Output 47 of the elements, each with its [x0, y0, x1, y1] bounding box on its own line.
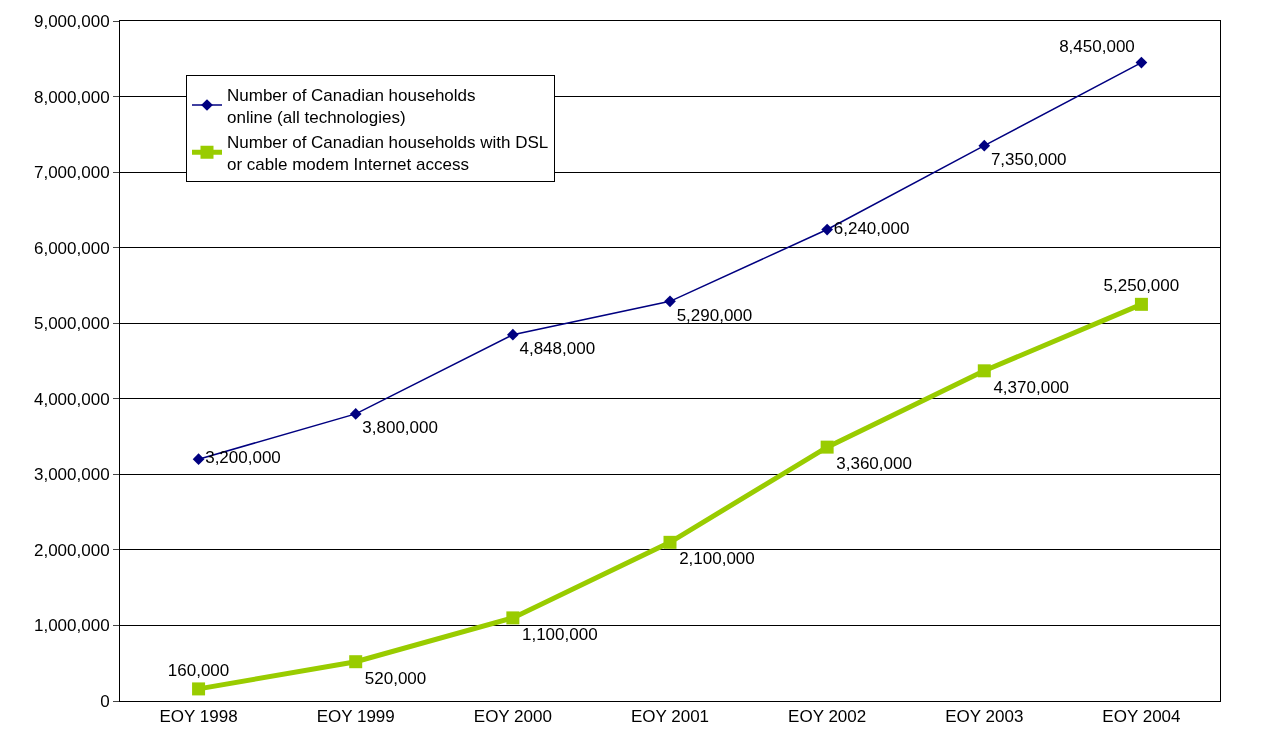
point — [820, 440, 834, 454]
legend-label: Number of Canadian households online (all technologies) — [227, 85, 476, 127]
point — [349, 655, 363, 669]
data-label: 8,450,000 — [1059, 36, 1135, 56]
point — [192, 453, 205, 466]
point — [664, 295, 676, 308]
data-label: 4,370,000 — [993, 377, 1070, 397]
x-tick-label: EOY 2000 — [473, 707, 552, 727]
data-label: 1,100,000 — [521, 624, 598, 644]
point — [977, 364, 991, 378]
point — [978, 139, 991, 152]
x-tick-label: EOY 2003 — [945, 707, 1024, 727]
x-tick-label: EOY 2001 — [630, 707, 710, 727]
legend-label: Number of Canadian households with DSL or cable modem Internet access — [227, 132, 549, 174]
data-label: 4,848,000 — [519, 339, 596, 359]
data-label: 5,250,000 — [1103, 275, 1180, 295]
x-tick-label: EOY 2004 — [1102, 707, 1181, 727]
y-tick-label: 8,000,000 — [33, 87, 110, 107]
data-label: 3,200,000 — [205, 448, 281, 468]
point — [821, 223, 833, 236]
data-label: 520,000 — [364, 668, 427, 688]
point — [349, 408, 362, 420]
data-label: 3,360,000 — [836, 454, 912, 474]
y-tick-label: 4,000,000 — [33, 389, 110, 409]
point — [192, 682, 206, 696]
y-tick-label: 7,000,000 — [33, 163, 110, 183]
y-tick-label: 3,000,000 — [33, 465, 110, 485]
data-label: 5,290,000 — [676, 305, 753, 325]
y-tick-label: 6,000,000 — [33, 238, 110, 258]
x-tick-label: EOY 2002 — [788, 707, 867, 727]
y-tick-label: 1,000,000 — [33, 616, 110, 636]
data-label: 2,100,000 — [679, 549, 755, 569]
point — [507, 328, 519, 341]
y-tick-label: 9,000,000 — [33, 11, 110, 31]
y-tick-label: 2,000,000 — [33, 540, 110, 560]
y-tick-label: 5,000,000 — [33, 314, 110, 334]
data-label: 160,000 — [167, 660, 230, 680]
point — [663, 535, 677, 549]
y-tick-label: 0 — [100, 691, 110, 711]
x-tick-label: EOY 1998 — [159, 707, 238, 727]
data-label: 3,800,000 — [362, 418, 438, 438]
point — [1134, 297, 1148, 311]
point — [506, 611, 520, 625]
x-tick-label: EOY 1999 — [316, 707, 395, 727]
data-label: 6,240,000 — [833, 218, 910, 238]
data-label: 7,350,000 — [990, 150, 1067, 170]
point — [1135, 56, 1148, 69]
